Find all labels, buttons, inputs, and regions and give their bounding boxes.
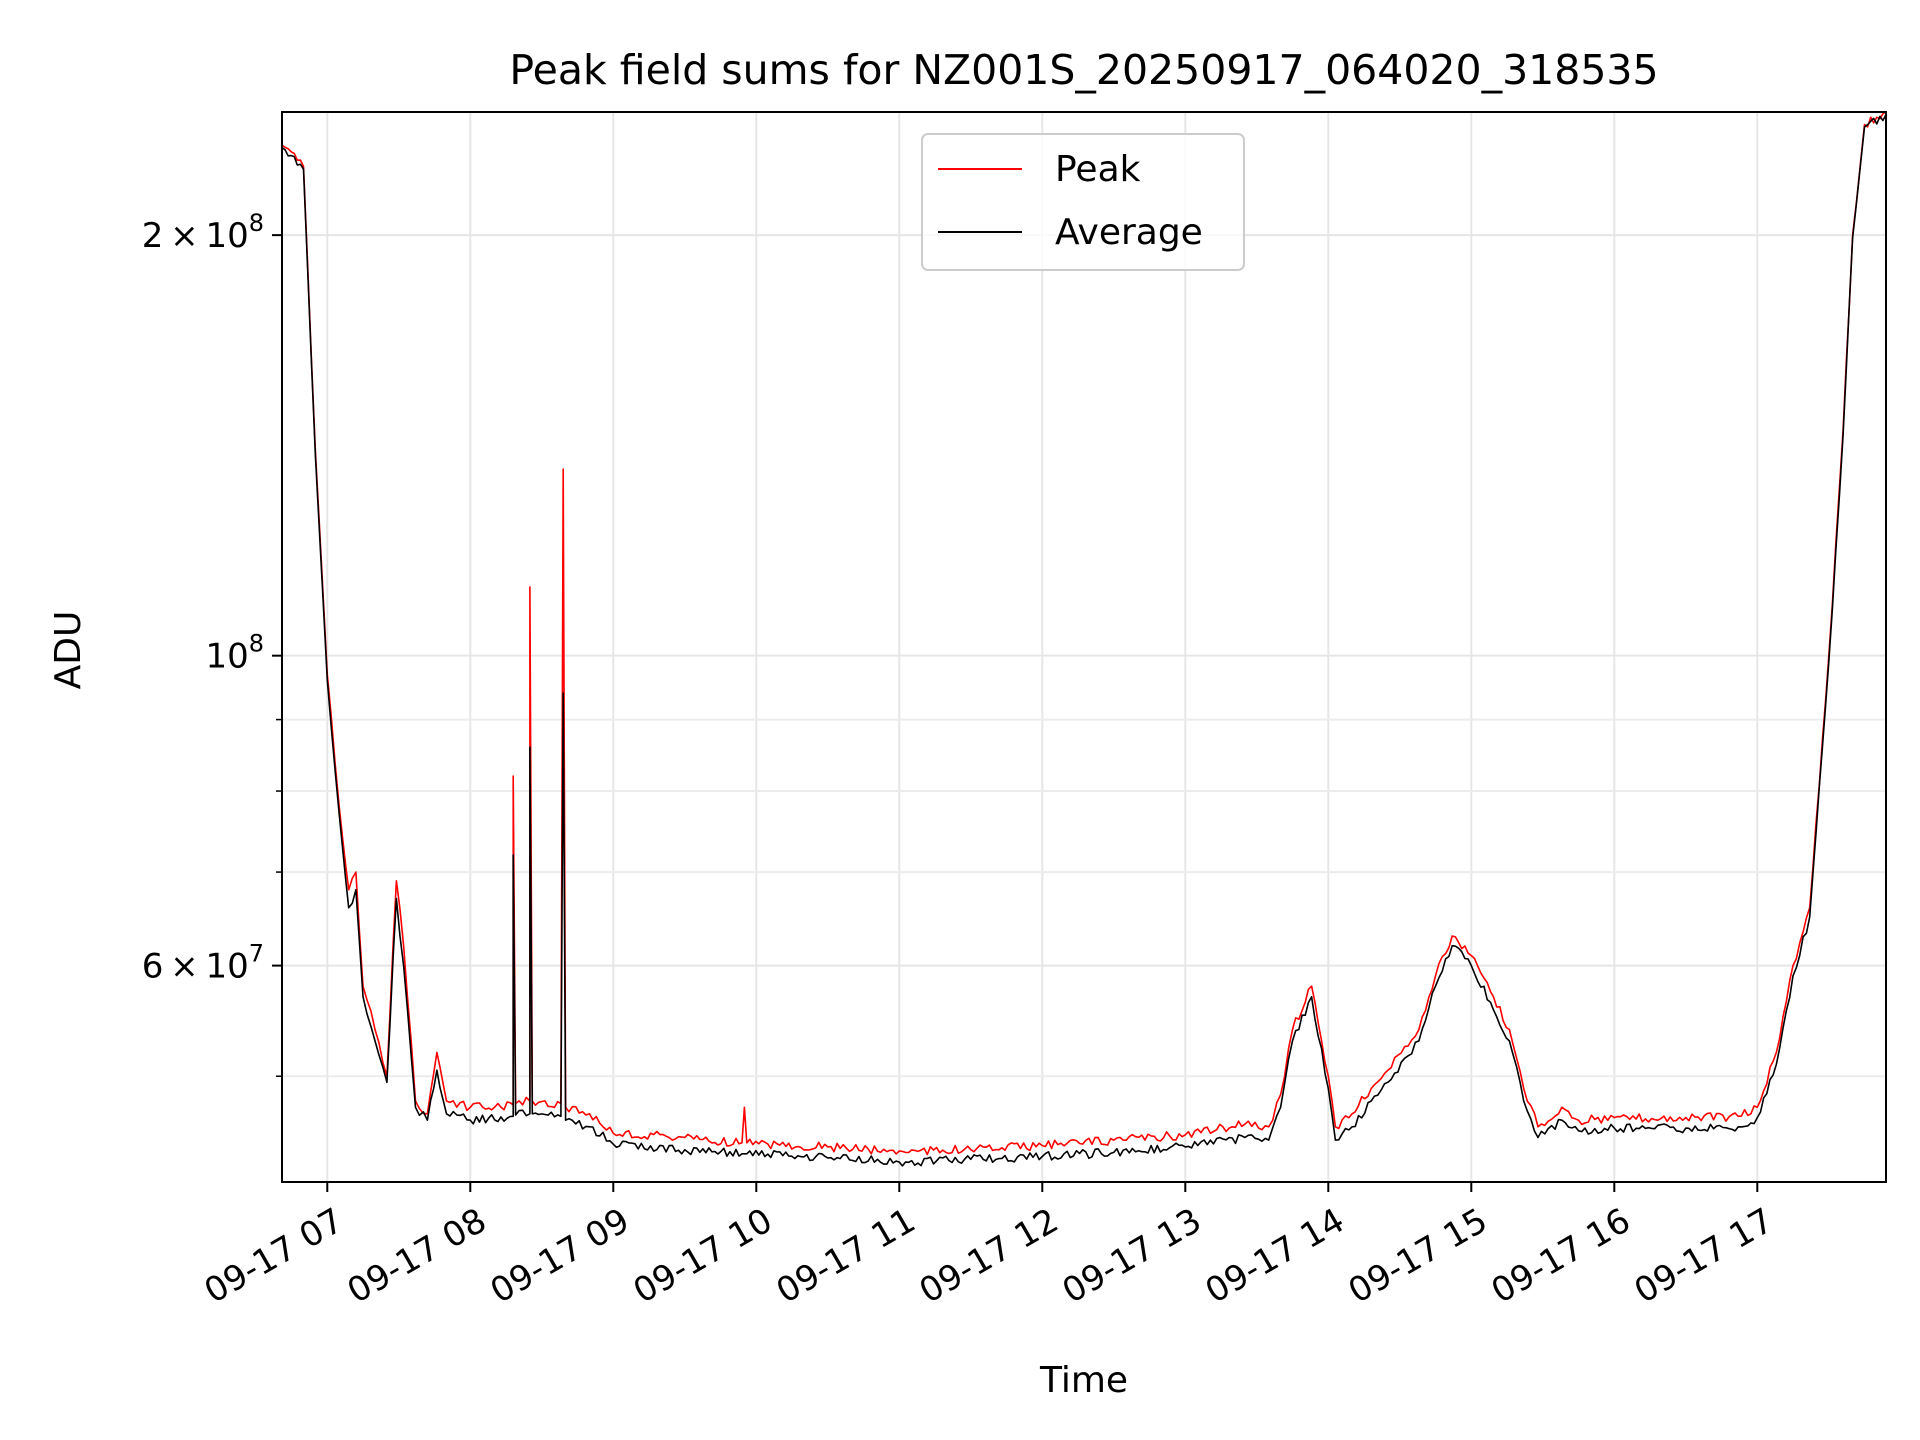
plot-area-frame — [281, 111, 1887, 1183]
legend-label-peak: Peak — [1055, 149, 1141, 190]
x-axis-label: Time — [1039, 1360, 1128, 1401]
series-line-average — [282, 114, 1886, 1167]
chart-title: Peak field sums for NZ001S_20250917_0640… — [509, 46, 1658, 94]
y-axis-label: ADU — [48, 611, 89, 690]
y-tick-label-0: 6 × 107 — [142, 940, 264, 987]
series-lines — [282, 112, 1886, 1167]
series-line-peak — [282, 112, 1886, 1156]
legend-label-average: Average — [1055, 212, 1203, 253]
legend: Peak Average — [921, 133, 1245, 271]
y-tick-label-2: 2 × 108 — [142, 209, 264, 256]
y-tick-label-1: 108 — [205, 630, 264, 677]
